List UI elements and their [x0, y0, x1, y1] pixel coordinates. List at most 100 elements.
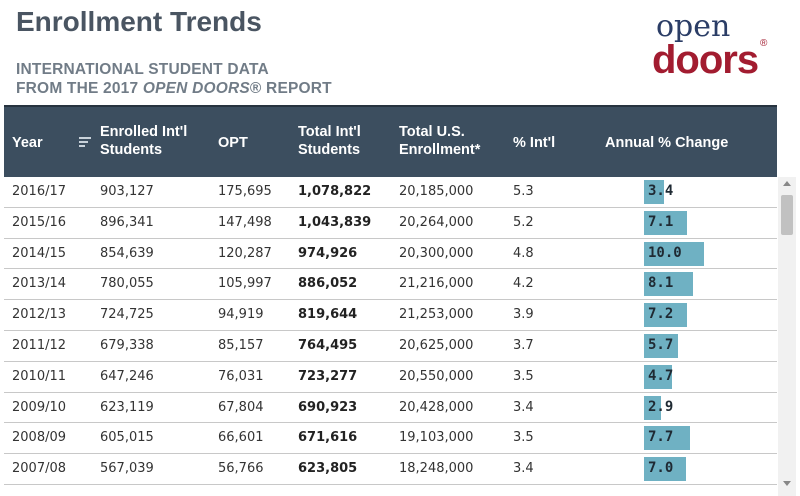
cell-enrolled: 679,338	[100, 337, 154, 353]
cell-year: 2007/08	[12, 461, 67, 477]
annual-change-bar	[644, 395, 661, 420]
cell-enrolled: 780,055	[100, 276, 154, 292]
sort-filter-icon[interactable]	[79, 137, 91, 149]
table-body: 2016/17 903,127 175,695 1,078,822 20,185,000…	[4, 177, 777, 485]
cell-us: 21,216,000	[399, 276, 474, 292]
cell-enrolled: 724,725	[100, 307, 154, 323]
subtitle-line-1: INTERNATIONAL STUDENT DATA	[16, 61, 269, 78]
header-total-line-1: Total Int'l	[298, 124, 361, 140]
annual-change-bar	[644, 272, 693, 297]
open-doors-logo: open doors ®	[650, 10, 774, 82]
cell-opt: 147,498	[218, 214, 272, 230]
table-header: Year Enrolled Int'l Students OPT Total I…	[4, 105, 777, 177]
scroll-down-arrow-icon[interactable]	[783, 481, 791, 486]
table-row: 2009/10 623,119 67,804 690,923 20,428,000 3.4…	[4, 393, 777, 424]
table-row: 2012/13 724,725 94,919 819,644 21,253,000 3.9…	[4, 300, 777, 331]
annual-change-bar	[644, 303, 687, 328]
annual-change-label: 10.0	[648, 244, 682, 261]
annual-change-bar	[644, 457, 686, 482]
annual-change-label: 4.7	[648, 367, 674, 384]
cell-us: 20,550,000	[399, 368, 474, 384]
cell-total: 819,644	[298, 307, 358, 323]
annual-change-label: 3.4	[648, 183, 674, 199]
header-total[interactable]: Total Int'l Students	[298, 123, 361, 159]
annual-change-bar	[644, 180, 664, 204]
header-annual-change[interactable]: Annual % Change	[605, 135, 729, 151]
cell-pct: 4.2	[513, 276, 534, 292]
cell-total: 671,616	[298, 430, 358, 446]
header-year[interactable]: Year	[12, 135, 43, 151]
header-us-line-1: Total U.S.	[399, 124, 465, 140]
annual-change-label: 7.7	[648, 429, 674, 446]
annual-change-label: 7.0	[648, 460, 674, 477]
cell-total: 764,495	[298, 337, 358, 353]
subtitle-line-2: FROM THE 2017 OPEN DOORS® REPORT	[16, 79, 332, 98]
cell-year: 2012/13	[12, 307, 67, 323]
page-subtitle: INTERNATIONAL STUDENT DATA FROM THE 2017…	[16, 60, 332, 98]
cell-total: 690,923	[298, 399, 358, 415]
cell-us: 19,103,000	[399, 430, 474, 446]
cell-us: 21,253,000	[399, 307, 474, 323]
cell-total: 974,926	[298, 245, 358, 261]
header-enrolled-line-2: Students	[100, 142, 163, 158]
cell-pct: 3.7	[513, 337, 534, 353]
cell-opt: 66,601	[218, 430, 264, 446]
annual-change-bar	[644, 426, 690, 451]
cell-year: 2016/17	[12, 184, 67, 199]
cell-us: 20,264,000	[399, 214, 474, 230]
table-row: 2011/12 679,338 85,157 764,495 20,625,000 3.7…	[4, 331, 777, 362]
cell-enrolled: 647,246	[100, 368, 154, 384]
scroll-thumb[interactable]	[781, 195, 793, 235]
cell-us: 20,300,000	[399, 245, 474, 261]
cell-us: 20,185,000	[399, 184, 474, 199]
header-us-line-2: Enrollment*	[399, 142, 481, 158]
annual-change-bar	[644, 364, 672, 389]
cell-year: 2014/15	[12, 245, 67, 261]
cell-enrolled: 605,015	[100, 430, 154, 446]
annual-change-label: 2.9	[648, 398, 674, 415]
vertical-scrollbar[interactable]	[778, 177, 796, 496]
annual-change-label: 8.1	[648, 275, 674, 292]
table-row: 2013/14 780,055 105,997 886,052 21,216,000 4.…	[4, 269, 777, 301]
cell-enrolled: 567,039	[100, 461, 154, 477]
subtitle-report-name: OPEN DOORS	[142, 80, 250, 97]
enrollment-table: Year Enrolled Int'l Students OPT Total I…	[4, 105, 777, 496]
subtitle-suffix: ® REPORT	[249, 80, 332, 97]
header-opt[interactable]: OPT	[218, 135, 248, 151]
cell-total: 623,805	[298, 461, 358, 477]
annual-change-bar	[644, 333, 678, 358]
header-pct-intl[interactable]: % Int'l	[513, 135, 556, 151]
header-enrolled-line-1: Enrolled Int'l	[100, 124, 188, 140]
cell-us: 20,625,000	[399, 337, 474, 353]
cell-pct: 3.5	[513, 430, 534, 446]
logo-registered-mark: ®	[760, 38, 768, 49]
cell-total: 1,043,839	[298, 214, 372, 230]
cell-total: 723,277	[298, 368, 358, 384]
cell-us: 20,428,000	[399, 399, 474, 415]
table-row: 2014/15 854,639 120,287 974,926 20,300,000 4.…	[4, 239, 777, 270]
annual-change-bar	[644, 210, 687, 235]
cell-us: 18,248,000	[399, 461, 474, 477]
cell-opt: 94,919	[218, 307, 264, 323]
cell-year: 2013/14	[12, 276, 67, 292]
cell-opt: 76,031	[218, 368, 264, 384]
header-us-enrollment[interactable]: Total U.S. Enrollment*	[399, 123, 480, 159]
subtitle-prefix: FROM THE 2017	[16, 80, 143, 97]
cell-opt: 175,695	[218, 184, 272, 199]
annual-change-label: 7.2	[648, 306, 674, 323]
cell-enrolled: 903,127	[100, 184, 154, 199]
scroll-up-arrow-icon[interactable]	[783, 181, 791, 186]
cell-pct: 3.9	[513, 307, 534, 323]
cell-opt: 105,997	[218, 276, 272, 292]
cell-opt: 56,766	[218, 461, 264, 477]
table-row: 2010/11 647,246 76,031 723,277 20,550,000 3.5…	[4, 362, 777, 393]
header-total-line-2: Students	[298, 142, 361, 158]
page-title: Enrollment Trends	[16, 6, 262, 37]
cell-year: 2009/10	[12, 399, 67, 415]
cell-opt: 85,157	[218, 337, 264, 353]
table-row: 2007/08 567,039 56,766 623,805 18,248,000 3.4…	[4, 454, 777, 485]
header-enrolled[interactable]: Enrolled Int'l Students	[100, 123, 187, 159]
annual-change-label: 7.1	[648, 213, 674, 230]
cell-total: 1,078,822	[298, 184, 372, 199]
logo-open-text: open	[656, 9, 731, 44]
